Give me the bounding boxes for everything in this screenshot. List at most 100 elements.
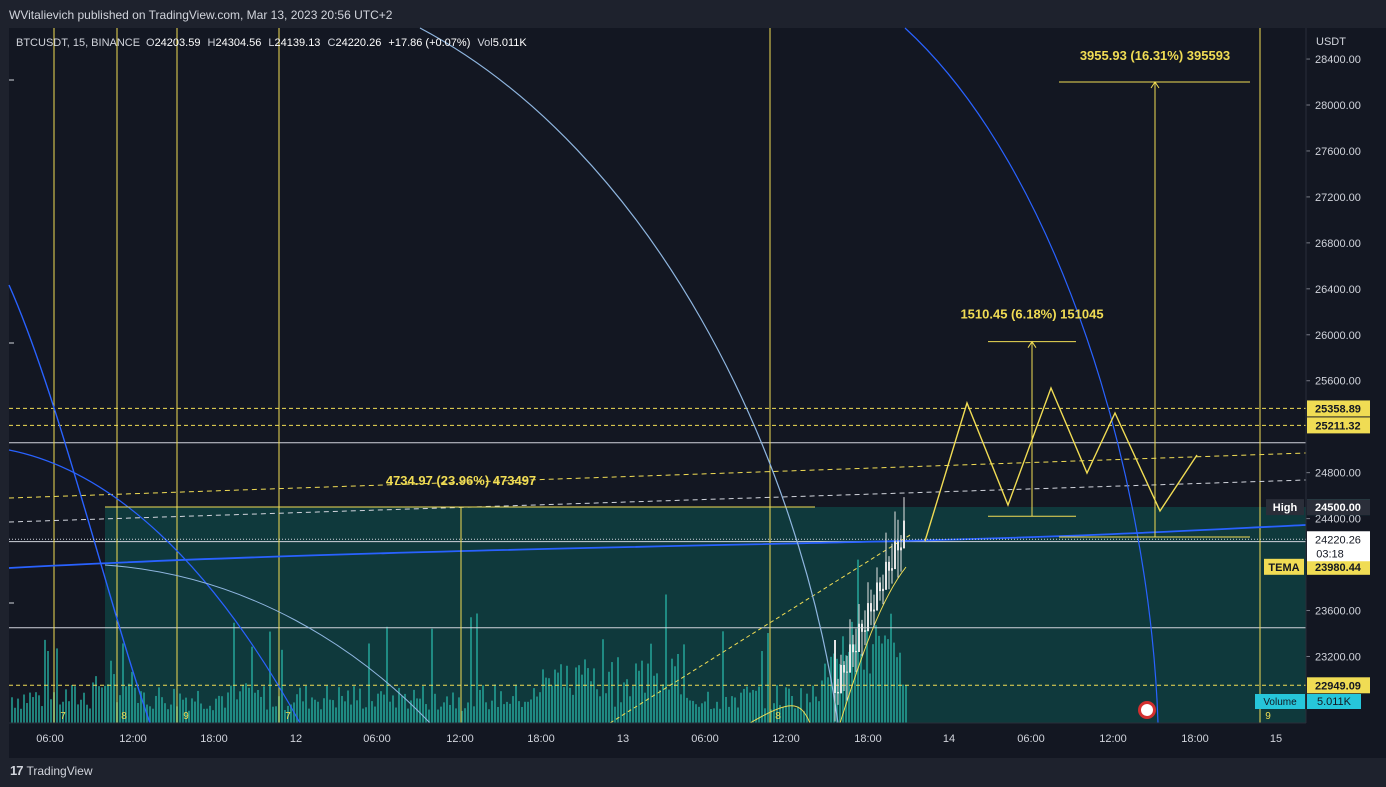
volume-bar bbox=[131, 671, 133, 723]
volume-bar bbox=[284, 710, 286, 723]
volume-bar bbox=[488, 709, 490, 723]
volume-bar bbox=[698, 706, 700, 723]
candle-body bbox=[885, 561, 887, 590]
volume-bar bbox=[605, 693, 607, 723]
currency-label: USDT bbox=[1316, 36, 1346, 48]
volume-bar bbox=[44, 639, 46, 723]
volume-bar bbox=[797, 706, 799, 723]
volume-bar bbox=[770, 709, 772, 723]
candle-body bbox=[840, 665, 842, 694]
volume-bar bbox=[494, 684, 496, 723]
volume-bar bbox=[722, 631, 724, 723]
volume-bar bbox=[455, 708, 457, 723]
volume-bar bbox=[887, 639, 889, 723]
volume-bar bbox=[740, 692, 742, 723]
y-tick-label: 25600.00 bbox=[1315, 376, 1361, 388]
volume-bar bbox=[464, 708, 466, 723]
volume-tag bbox=[1255, 694, 1305, 709]
volume-bar bbox=[866, 629, 868, 723]
volume-bar bbox=[707, 691, 709, 723]
volume-bar bbox=[68, 701, 70, 723]
volume-bar bbox=[101, 687, 103, 723]
volume-bar bbox=[623, 682, 625, 723]
candle-body bbox=[843, 665, 845, 673]
cycle-label: 9 bbox=[183, 711, 189, 722]
price-label-box bbox=[1307, 677, 1370, 694]
volume-bar bbox=[803, 710, 805, 723]
volume-bar bbox=[512, 696, 514, 723]
y-tick-label: 23200.00 bbox=[1315, 651, 1361, 663]
volume-bar bbox=[836, 658, 838, 723]
volume-bar bbox=[299, 687, 301, 723]
volume-bar bbox=[89, 708, 91, 723]
volume-bar bbox=[581, 674, 583, 723]
volume-bar bbox=[395, 707, 397, 723]
volume-bar bbox=[662, 684, 664, 723]
volume-bar bbox=[776, 685, 778, 723]
volume-bar bbox=[536, 696, 538, 723]
volume-bar bbox=[59, 704, 61, 723]
volume-bar bbox=[482, 685, 484, 723]
price-axis-background bbox=[1306, 28, 1386, 723]
volume-bar bbox=[653, 675, 655, 723]
volume-bar bbox=[416, 698, 418, 723]
x-tick-label: 12:00 bbox=[119, 733, 147, 745]
y-tick-label: 26400.00 bbox=[1315, 284, 1361, 296]
volume-bar bbox=[410, 700, 412, 723]
volume-bar bbox=[650, 643, 652, 723]
volume-bar bbox=[506, 701, 508, 723]
volume-bar bbox=[749, 692, 751, 723]
last-price-text: 24220.26 bbox=[1315, 534, 1361, 546]
volume-bar bbox=[551, 685, 553, 723]
volume-bar bbox=[215, 698, 217, 723]
volume-bar bbox=[107, 684, 109, 723]
volume-bar bbox=[632, 686, 634, 723]
volume-bar bbox=[341, 695, 343, 723]
volume-bar bbox=[812, 685, 814, 723]
volume-bar bbox=[77, 704, 79, 723]
volume-bar bbox=[149, 706, 151, 723]
volume-bar bbox=[11, 697, 13, 723]
volume-bar bbox=[659, 689, 661, 723]
price-label-box bbox=[1307, 499, 1370, 516]
tradingview-logo[interactable]: 17 TradingView bbox=[10, 763, 93, 778]
x-tick-label: 06:00 bbox=[36, 733, 64, 745]
volume-bar bbox=[140, 691, 142, 723]
volume-bar bbox=[719, 708, 721, 723]
volume-bar bbox=[590, 681, 592, 723]
legend-symbol: BTCUSDT, 15, BINANCE bbox=[16, 37, 140, 49]
volume-bar bbox=[200, 703, 202, 723]
moving-average-line bbox=[8, 524, 1307, 569]
volume-bar bbox=[446, 696, 448, 723]
candle-body bbox=[888, 561, 890, 571]
volume-bar bbox=[92, 682, 94, 723]
volume-bar bbox=[674, 666, 676, 723]
volume-bar bbox=[356, 700, 358, 723]
volume-bar bbox=[599, 696, 601, 723]
volume-bar bbox=[671, 658, 673, 723]
price-chart[interactable]: 28400.00 28000.00 27600.00 27200.00 26800.00… bbox=[0, 0, 1386, 758]
volume-bar bbox=[98, 686, 100, 723]
cycle-label: 8 bbox=[121, 711, 127, 722]
volume-bar bbox=[791, 696, 793, 723]
volume-bar bbox=[503, 704, 505, 723]
volume-bar bbox=[554, 669, 556, 723]
volume-bar bbox=[191, 698, 193, 723]
volume-bar bbox=[902, 684, 904, 723]
volume-bar bbox=[773, 703, 775, 723]
volume-bar bbox=[701, 703, 703, 723]
volume-bar bbox=[179, 693, 181, 723]
volume-bar bbox=[848, 651, 850, 723]
volume-bar bbox=[839, 663, 841, 723]
volume-bar bbox=[734, 697, 736, 723]
volume-bar bbox=[440, 706, 442, 723]
volume-bar bbox=[578, 665, 580, 723]
volume-bar bbox=[851, 621, 853, 723]
volume-bar bbox=[452, 692, 454, 723]
volume-bar bbox=[377, 693, 379, 723]
volume-bar bbox=[170, 704, 172, 723]
y-tick-label: 28000.00 bbox=[1315, 100, 1361, 112]
volume-bar bbox=[842, 636, 844, 723]
volume-bar bbox=[221, 696, 223, 723]
candle-body bbox=[873, 609, 875, 612]
